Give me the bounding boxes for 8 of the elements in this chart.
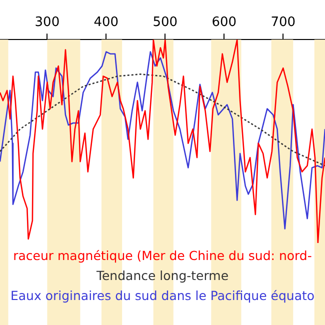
x-tick-label: 300 xyxy=(34,15,60,30)
text: Tendance long-terme xyxy=(95,267,230,285)
x-tick-label: 500 xyxy=(152,15,178,30)
x-tick-label: 600 xyxy=(212,15,237,30)
x-tick-label: 400 xyxy=(94,15,119,30)
text: Eaux originaires du sud dans le Pacifique équato xyxy=(9,287,316,305)
x-tick-label: 700 xyxy=(270,15,296,30)
series-label: raceur magnétique (Mer de Chine du sud: nord- xyxy=(12,247,313,265)
